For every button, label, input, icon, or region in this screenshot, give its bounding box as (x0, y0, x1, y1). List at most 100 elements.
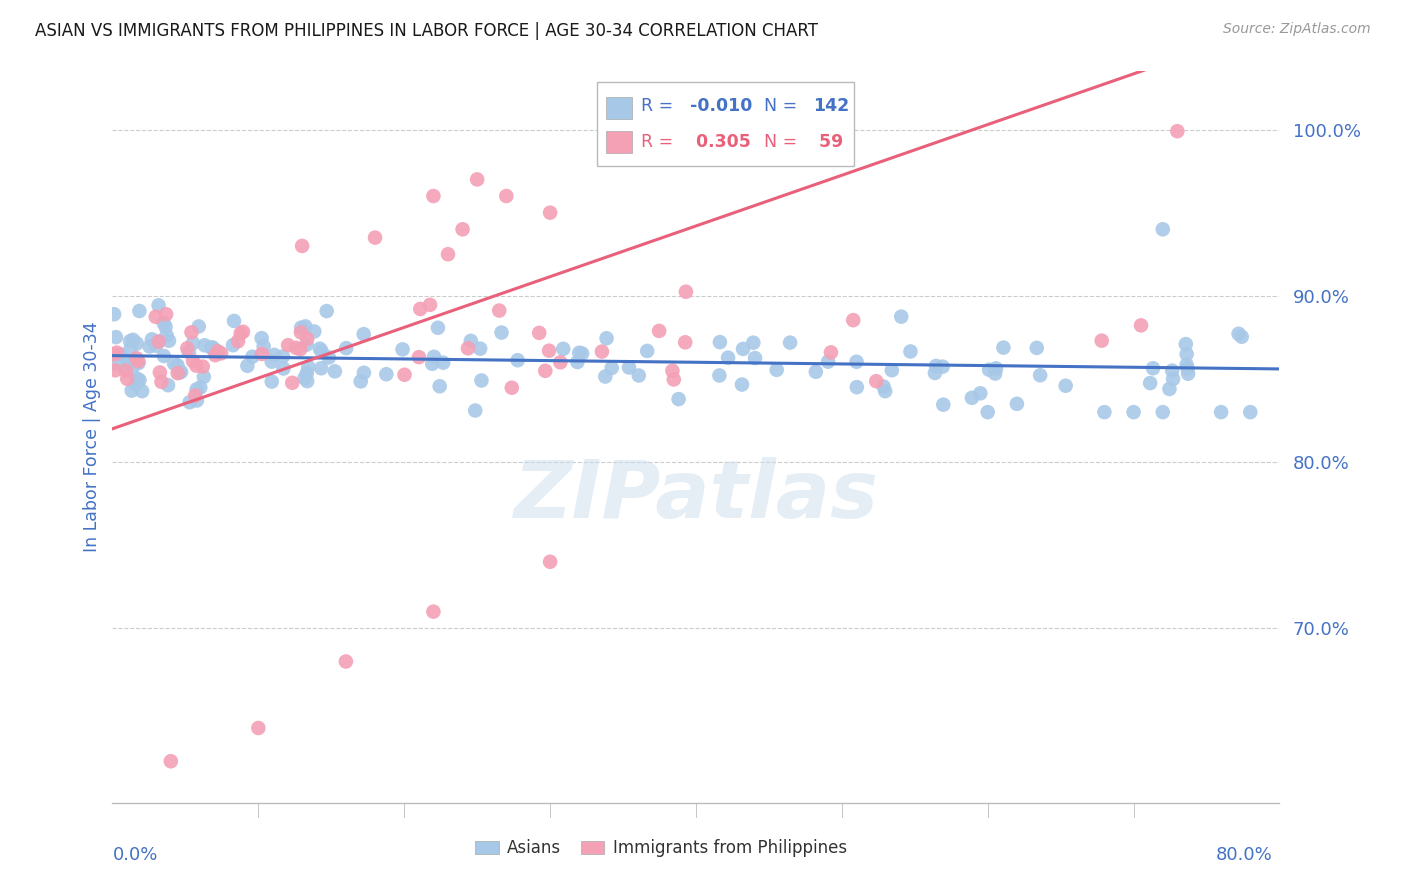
Point (969, 386, 991, 401)
Point (419, 298, 441, 312)
Point (437, 247, 460, 261)
Point (141, 332, 163, 346)
Point (429, 379, 451, 393)
Point (451, 222, 474, 236)
Point (148, 334, 170, 349)
Point (138, 339, 160, 353)
Point (1025, 341, 1047, 355)
Point (271, 349, 294, 363)
Point (1130, 318, 1153, 333)
Point (125, 336, 148, 351)
Point (148, 298, 170, 312)
Point (304, 325, 326, 339)
Point (184, 388, 207, 402)
Point (114, 363, 136, 377)
Point (166, 359, 188, 373)
Point (470, 342, 492, 356)
Point (186, 393, 208, 408)
Point (290, 320, 312, 334)
Point (409, 301, 432, 316)
Point (117, 354, 139, 368)
Point (193, 369, 215, 384)
Point (890, 310, 912, 324)
Point (323, 364, 346, 378)
Point (353, 366, 375, 380)
Point (865, 374, 887, 388)
Point (250, 347, 273, 361)
Point (731, 377, 754, 392)
Point (128, 304, 150, 318)
Point (364, 230, 387, 244)
Point (157, 378, 180, 392)
Point (253, 339, 276, 353)
Text: 0.305: 0.305 (690, 133, 751, 152)
Text: R =: R = (641, 133, 679, 152)
Point (1227, 326, 1250, 341)
Point (260, 354, 283, 368)
Point (103, 307, 125, 321)
Point (291, 239, 314, 253)
Point (120, 334, 142, 348)
Point (673, 335, 696, 350)
Point (163, 357, 186, 371)
Point (550, 355, 572, 369)
Point (875, 384, 897, 399)
Point (501, 381, 523, 395)
Point (277, 338, 299, 352)
Point (567, 355, 589, 369)
Point (222, 314, 245, 328)
Point (976, 405, 998, 419)
Point (204, 343, 226, 357)
Point (924, 366, 946, 380)
Text: -0.010: -0.010 (690, 97, 752, 115)
Point (176, 341, 198, 355)
Point (308, 342, 330, 356)
Point (297, 359, 319, 374)
Point (242, 350, 264, 364)
Point (318, 351, 340, 365)
Text: N =: N = (763, 97, 803, 115)
Point (353, 327, 375, 342)
Point (534, 364, 557, 378)
Point (250, 331, 273, 345)
Point (709, 335, 731, 350)
Point (191, 359, 214, 374)
Point (194, 338, 217, 352)
Legend: Asians, Immigrants from Philippines: Asians, Immigrants from Philippines (468, 832, 853, 864)
Point (1142, 361, 1164, 376)
Point (617, 360, 640, 375)
Point (285, 341, 308, 355)
Point (1152, 405, 1174, 419)
Point (179, 395, 201, 409)
Point (661, 364, 683, 378)
Text: 59: 59 (813, 133, 844, 152)
Point (294, 319, 316, 334)
Point (229, 326, 252, 341)
Point (104, 363, 127, 377)
Point (188, 380, 211, 394)
Point (709, 368, 731, 383)
Point (731, 342, 754, 356)
Point (1166, 124, 1188, 138)
Point (1005, 397, 1028, 411)
Point (186, 359, 208, 373)
Point (236, 359, 259, 373)
Point (105, 345, 128, 359)
Point (426, 320, 449, 334)
Point (1209, 405, 1232, 419)
Point (149, 366, 172, 380)
Text: 0.0%: 0.0% (112, 846, 157, 863)
Point (166, 366, 188, 380)
Point (145, 339, 167, 353)
Point (232, 325, 254, 339)
Point (294, 371, 316, 385)
Point (662, 372, 685, 386)
Point (932, 398, 955, 412)
Point (491, 326, 513, 340)
Point (391, 343, 413, 357)
Text: 80.0%: 80.0% (1216, 846, 1272, 863)
FancyBboxPatch shape (606, 131, 631, 153)
Point (295, 332, 318, 346)
Point (127, 356, 149, 370)
Point (155, 319, 177, 334)
